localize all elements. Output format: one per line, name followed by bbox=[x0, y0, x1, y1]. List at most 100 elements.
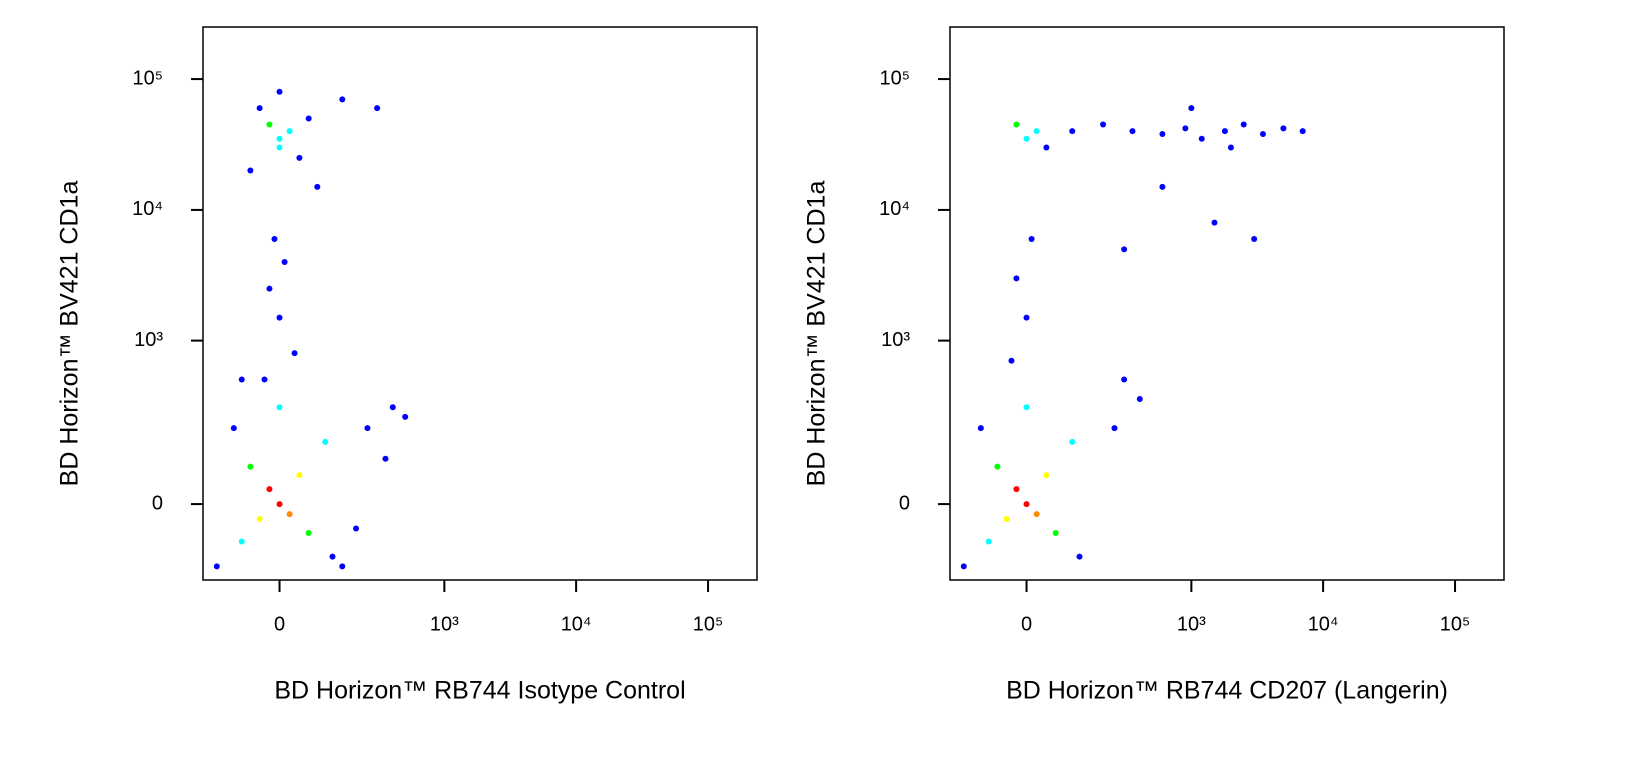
point bbox=[1299, 128, 1306, 135]
point bbox=[281, 258, 288, 265]
point bbox=[322, 438, 329, 445]
point bbox=[1129, 128, 1136, 135]
point bbox=[1188, 105, 1195, 112]
point bbox=[276, 88, 283, 95]
x-tick-label: 10³ bbox=[430, 613, 459, 635]
x-tick-label: 0 bbox=[1021, 613, 1032, 635]
point bbox=[238, 376, 245, 383]
y-axis-title: BD Horizon™ BV421 CD1a bbox=[803, 181, 831, 487]
point bbox=[364, 425, 371, 432]
point bbox=[1136, 396, 1143, 403]
x-axis-title: BD Horizon™ RB744 Isotype Control bbox=[274, 677, 685, 705]
plot-frame bbox=[202, 26, 758, 581]
point bbox=[1121, 376, 1128, 383]
point bbox=[238, 538, 245, 545]
point bbox=[1033, 128, 1040, 135]
point bbox=[1100, 121, 1107, 128]
point bbox=[1008, 357, 1015, 364]
x-tick-label: 10⁵ bbox=[1440, 613, 1471, 635]
point bbox=[286, 128, 293, 135]
point bbox=[1182, 125, 1189, 132]
point bbox=[305, 530, 312, 537]
y-tick-label: 10³ bbox=[134, 329, 163, 351]
point bbox=[1028, 235, 1035, 242]
x-tick-label: 10⁵ bbox=[693, 613, 724, 635]
point bbox=[374, 105, 381, 112]
point bbox=[247, 167, 254, 174]
point bbox=[1052, 530, 1059, 537]
plot-frame bbox=[949, 26, 1505, 581]
point bbox=[960, 563, 967, 570]
x-tick-label: 10⁴ bbox=[561, 613, 592, 635]
point bbox=[1003, 516, 1010, 523]
y-tick-label: 10⁴ bbox=[132, 198, 163, 220]
point bbox=[1043, 472, 1050, 479]
point bbox=[1023, 314, 1030, 321]
point bbox=[1227, 144, 1234, 151]
y-tick-label: 10⁵ bbox=[132, 67, 163, 89]
point bbox=[1211, 219, 1218, 226]
point bbox=[353, 525, 360, 532]
point bbox=[1076, 553, 1083, 560]
point bbox=[1251, 235, 1258, 242]
y-axis-title: BD Horizon™ BV421 CD1a bbox=[56, 181, 84, 487]
point bbox=[291, 350, 298, 357]
x-tick-label: 10⁴ bbox=[1308, 613, 1339, 635]
point bbox=[1069, 438, 1076, 445]
point bbox=[1043, 144, 1050, 151]
point bbox=[230, 425, 237, 432]
point bbox=[382, 455, 389, 462]
point bbox=[1013, 121, 1020, 128]
y-tick-label: 10⁵ bbox=[879, 67, 910, 89]
point bbox=[1159, 131, 1166, 138]
point bbox=[1259, 131, 1266, 138]
point bbox=[314, 183, 321, 190]
point bbox=[213, 563, 220, 570]
y-tick-label: 10³ bbox=[881, 329, 910, 351]
point bbox=[1198, 135, 1205, 142]
point bbox=[994, 463, 1001, 470]
x-tick-label: 10³ bbox=[1177, 613, 1206, 635]
point bbox=[1280, 125, 1287, 132]
point bbox=[266, 121, 273, 128]
point bbox=[286, 511, 293, 518]
point bbox=[1023, 501, 1030, 508]
point bbox=[247, 463, 254, 470]
point bbox=[1023, 135, 1030, 142]
y-tick-label: 10⁴ bbox=[879, 198, 910, 220]
point bbox=[389, 404, 396, 411]
point bbox=[985, 538, 992, 545]
point bbox=[305, 115, 312, 122]
point bbox=[256, 516, 263, 523]
y-tick-label: 0 bbox=[899, 492, 910, 514]
point bbox=[1023, 404, 1030, 411]
point bbox=[296, 154, 303, 161]
point bbox=[266, 285, 273, 292]
point bbox=[276, 144, 283, 151]
y-tick-label: 0 bbox=[152, 492, 163, 514]
point bbox=[977, 425, 984, 432]
point bbox=[1221, 128, 1228, 135]
point bbox=[276, 404, 283, 411]
point bbox=[256, 105, 263, 112]
point bbox=[1033, 511, 1040, 518]
x-axis-title: BD Horizon™ RB744 CD207 (Langerin) bbox=[1006, 677, 1448, 705]
point bbox=[1013, 275, 1020, 282]
point bbox=[1121, 246, 1128, 253]
point bbox=[1111, 425, 1118, 432]
point bbox=[276, 314, 283, 321]
point bbox=[339, 563, 346, 570]
point bbox=[296, 472, 303, 479]
point bbox=[1069, 128, 1076, 135]
x-tick-label: 0 bbox=[274, 613, 285, 635]
point bbox=[339, 96, 346, 103]
point bbox=[402, 413, 409, 420]
point bbox=[329, 553, 336, 560]
point bbox=[266, 486, 273, 493]
point bbox=[276, 135, 283, 142]
point bbox=[1240, 121, 1247, 128]
point bbox=[276, 501, 283, 508]
point bbox=[1013, 486, 1020, 493]
